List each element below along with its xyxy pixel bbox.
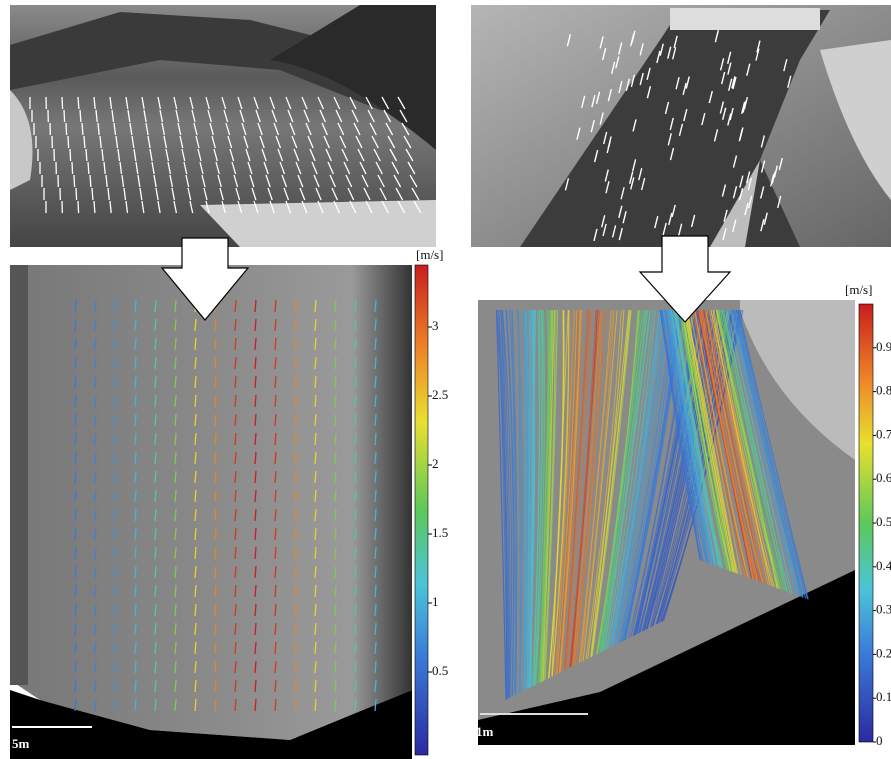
- vector: [70, 149, 71, 161]
- tick-label: 0.8: [876, 383, 891, 398]
- lab-photo: [471, 5, 891, 247]
- vector: [64, 110, 65, 122]
- colorbar: [859, 304, 873, 742]
- vector: [86, 149, 87, 161]
- tick-label: 1: [432, 594, 439, 609]
- vector: [78, 201, 79, 213]
- vector: [78, 97, 79, 109]
- page: [m/s] 0.5 1 1.5 2 2.5 3 5m [m/s] 0 0.1 0.2 0.3 0.…: [0, 0, 891, 759]
- vector: [62, 97, 63, 109]
- tick-label: 0.3: [876, 602, 891, 617]
- vector: [84, 136, 85, 148]
- vector: [92, 188, 93, 200]
- vector: [68, 136, 69, 148]
- tick-label: 0: [876, 733, 883, 748]
- tick-label: 0.6: [876, 470, 891, 485]
- tick-label: 2.5: [432, 387, 448, 402]
- tick-label: 2: [432, 456, 439, 471]
- vector: [72, 162, 73, 174]
- tick-label: 3: [432, 318, 439, 333]
- tick-label: 0.9: [876, 339, 891, 354]
- tick-label: 1.5: [432, 525, 448, 540]
- tick-label: 0.7: [876, 426, 891, 441]
- tick-label: 0.2: [876, 645, 891, 660]
- vector: [82, 123, 83, 135]
- colorbar-unit: [m/s]: [416, 247, 443, 262]
- vector: [66, 123, 67, 135]
- vector: [88, 162, 89, 174]
- vector: [94, 201, 95, 213]
- tick-label: 0.1: [876, 689, 891, 704]
- vector: [76, 188, 77, 200]
- vector: [74, 175, 75, 187]
- scale-label: 1m: [476, 724, 494, 739]
- tick-label: 0.5: [876, 514, 891, 529]
- vector: [90, 175, 91, 187]
- scale-label: 5m: [12, 736, 30, 751]
- vector: [80, 110, 81, 122]
- tick-label: 0.4: [876, 558, 891, 573]
- colorbar-unit: [m/s]: [845, 282, 872, 297]
- river-ortho: [10, 265, 412, 759]
- figure: [m/s] 0.5 1 1.5 2 2.5 3 5m [m/s] 0 0.1 0.2 0.3 0.…: [0, 0, 891, 759]
- tick-label: 0.5: [432, 663, 448, 678]
- colorbar: [415, 265, 428, 755]
